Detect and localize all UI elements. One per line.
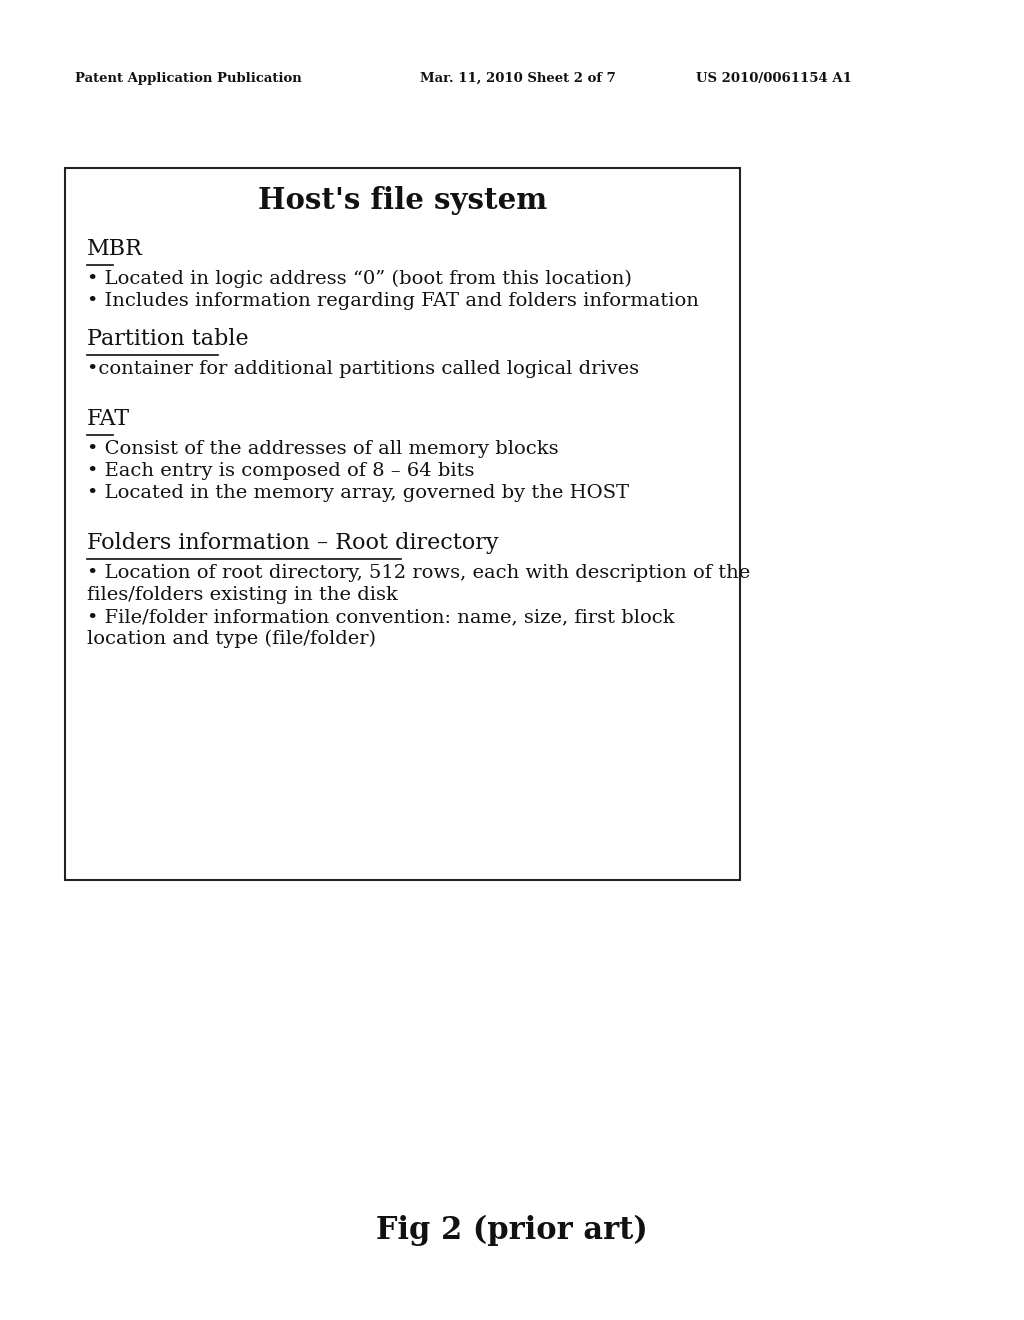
Text: FAT: FAT xyxy=(87,408,130,430)
Text: • Consist of the addresses of all memory blocks: • Consist of the addresses of all memory… xyxy=(87,440,559,458)
Text: • File/folder information convention: name, size, first block: • File/folder information convention: na… xyxy=(87,609,675,626)
Text: Patent Application Publication: Patent Application Publication xyxy=(75,73,302,84)
Text: • Located in logic address “0” (boot from this location): • Located in logic address “0” (boot fro… xyxy=(87,271,632,288)
Text: Fig 2 (prior art): Fig 2 (prior art) xyxy=(376,1214,648,1246)
Text: • Located in the memory array, governed by the HOST: • Located in the memory array, governed … xyxy=(87,484,629,502)
Text: location and type (file/folder): location and type (file/folder) xyxy=(87,630,376,648)
Text: • Each entry is composed of 8 – 64 bits: • Each entry is composed of 8 – 64 bits xyxy=(87,462,474,480)
Text: Host's file system: Host's file system xyxy=(258,186,547,215)
Text: •container for additional partitions called logical drives: •container for additional partitions cal… xyxy=(87,360,639,378)
Text: MBR: MBR xyxy=(87,238,143,260)
Text: files/folders existing in the disk: files/folders existing in the disk xyxy=(87,586,398,605)
Text: Partition table: Partition table xyxy=(87,327,249,350)
Text: Folders information – Root directory: Folders information – Root directory xyxy=(87,532,499,554)
Text: • Location of root directory, 512 rows, each with description of the: • Location of root directory, 512 rows, … xyxy=(87,564,751,582)
Text: Mar. 11, 2010 Sheet 2 of 7: Mar. 11, 2010 Sheet 2 of 7 xyxy=(420,73,615,84)
Bar xyxy=(65,168,740,880)
Text: • Includes information regarding FAT and folders information: • Includes information regarding FAT and… xyxy=(87,292,698,310)
Text: US 2010/0061154 A1: US 2010/0061154 A1 xyxy=(696,73,852,84)
